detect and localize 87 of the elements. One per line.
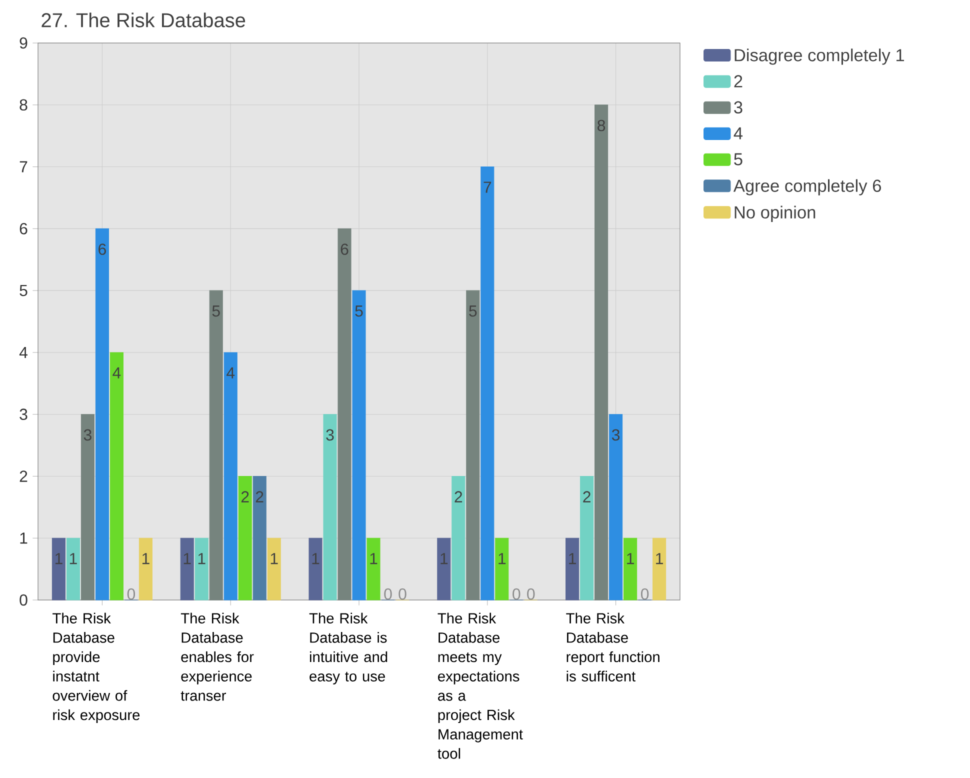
data-label: 1 <box>627 553 634 564</box>
legend-label: Disagree completely 1 <box>734 48 904 65</box>
legend-label: 3 <box>734 101 742 114</box>
data-label: 5 <box>469 306 477 317</box>
bar <box>66 538 80 600</box>
y-tick-label: 7 <box>20 161 28 172</box>
data-label: 1 <box>312 553 320 564</box>
data-label: 1 <box>370 553 378 564</box>
y-tick-label: 9 <box>20 37 28 49</box>
data-label: 6 <box>340 244 348 255</box>
bar <box>580 476 594 600</box>
legend-label: 5 <box>734 153 742 166</box>
bar <box>238 476 252 600</box>
chart-title: 27. The Risk Database <box>42 12 246 28</box>
bar <box>110 352 124 600</box>
data-label: 0 <box>527 588 535 600</box>
bar <box>308 538 322 600</box>
y-tick-label: 0 <box>20 594 28 606</box>
data-label: 3 <box>612 429 620 441</box>
legend-label: Agree completely 6 <box>733 179 881 196</box>
data-label: 4 <box>226 367 235 378</box>
data-label: 1 <box>55 553 62 564</box>
bar <box>209 290 223 600</box>
data-label: 2 <box>241 491 249 502</box>
bar <box>52 538 66 600</box>
data-label: 3 <box>326 429 334 441</box>
data-label: 1 <box>142 553 150 564</box>
data-label: 0 <box>127 588 136 600</box>
bar <box>352 290 366 600</box>
bar <box>323 414 337 600</box>
y-tick-label: 6 <box>20 223 28 234</box>
y-tick-label: 5 <box>20 284 28 296</box>
bar <box>267 538 281 600</box>
bar <box>624 538 638 600</box>
bar <box>366 538 380 600</box>
data-label: 5 <box>355 306 363 317</box>
legend-label: No opinion <box>734 206 816 222</box>
data-label: 1 <box>656 553 663 564</box>
legend-label: 2 <box>734 75 742 88</box>
bar <box>480 166 494 600</box>
x-tick-label: The Risk Database provide instatnt overview of risk exposure <box>52 612 140 724</box>
data-label: 1 <box>498 553 506 564</box>
bar <box>80 414 94 600</box>
data-label: 5 <box>212 306 220 317</box>
data-label: 6 <box>98 244 106 255</box>
data-label: 0 <box>384 588 392 600</box>
bar <box>338 228 352 600</box>
bar <box>194 538 208 600</box>
data-label: 1 <box>270 553 278 564</box>
bar <box>180 538 194 600</box>
data-label: 3 <box>84 429 92 441</box>
data-label: 8 <box>598 120 606 132</box>
data-label: 1 <box>184 553 191 564</box>
bar <box>609 414 623 600</box>
data-label: 2 <box>454 491 462 502</box>
data-label: 4 <box>112 367 121 378</box>
y-tick-label: 8 <box>20 99 28 111</box>
bar <box>224 352 238 600</box>
data-label: 0 <box>512 588 520 600</box>
x-tick-label: The Risk Database meets my expectations as a project Risk Management tool <box>438 612 523 759</box>
bar <box>437 538 451 600</box>
data-label: 0 <box>398 588 406 600</box>
bar <box>495 538 509 600</box>
bar <box>594 104 608 600</box>
y-tick-label: 1 <box>20 532 28 544</box>
data-label: 1 <box>440 553 448 564</box>
data-label: 0 <box>640 588 649 600</box>
bar <box>566 538 580 600</box>
bar <box>252 476 266 600</box>
data-label: 2 <box>256 491 264 502</box>
y-tick-label: 2 <box>20 470 28 482</box>
data-label: 1 <box>70 553 77 564</box>
x-tick-label: The Risk Database enables for experience transer <box>180 612 254 701</box>
data-label: 1 <box>198 553 206 564</box>
y-tick-label: 4 <box>19 346 28 358</box>
bar <box>652 538 666 600</box>
legend-label: 4 <box>734 127 743 140</box>
y-tick-label: 3 <box>20 408 28 420</box>
bar <box>138 538 152 600</box>
bar <box>466 290 480 600</box>
bar <box>452 476 466 600</box>
bar <box>95 228 109 600</box>
data-label: 7 <box>484 182 492 193</box>
data-label: 2 <box>583 491 590 502</box>
x-tick-label: The Risk Database is intuitive and easy to use <box>309 612 388 684</box>
x-tick-label: The Risk Database report function is sufficent <box>566 612 660 682</box>
data-label: 1 <box>569 553 576 564</box>
